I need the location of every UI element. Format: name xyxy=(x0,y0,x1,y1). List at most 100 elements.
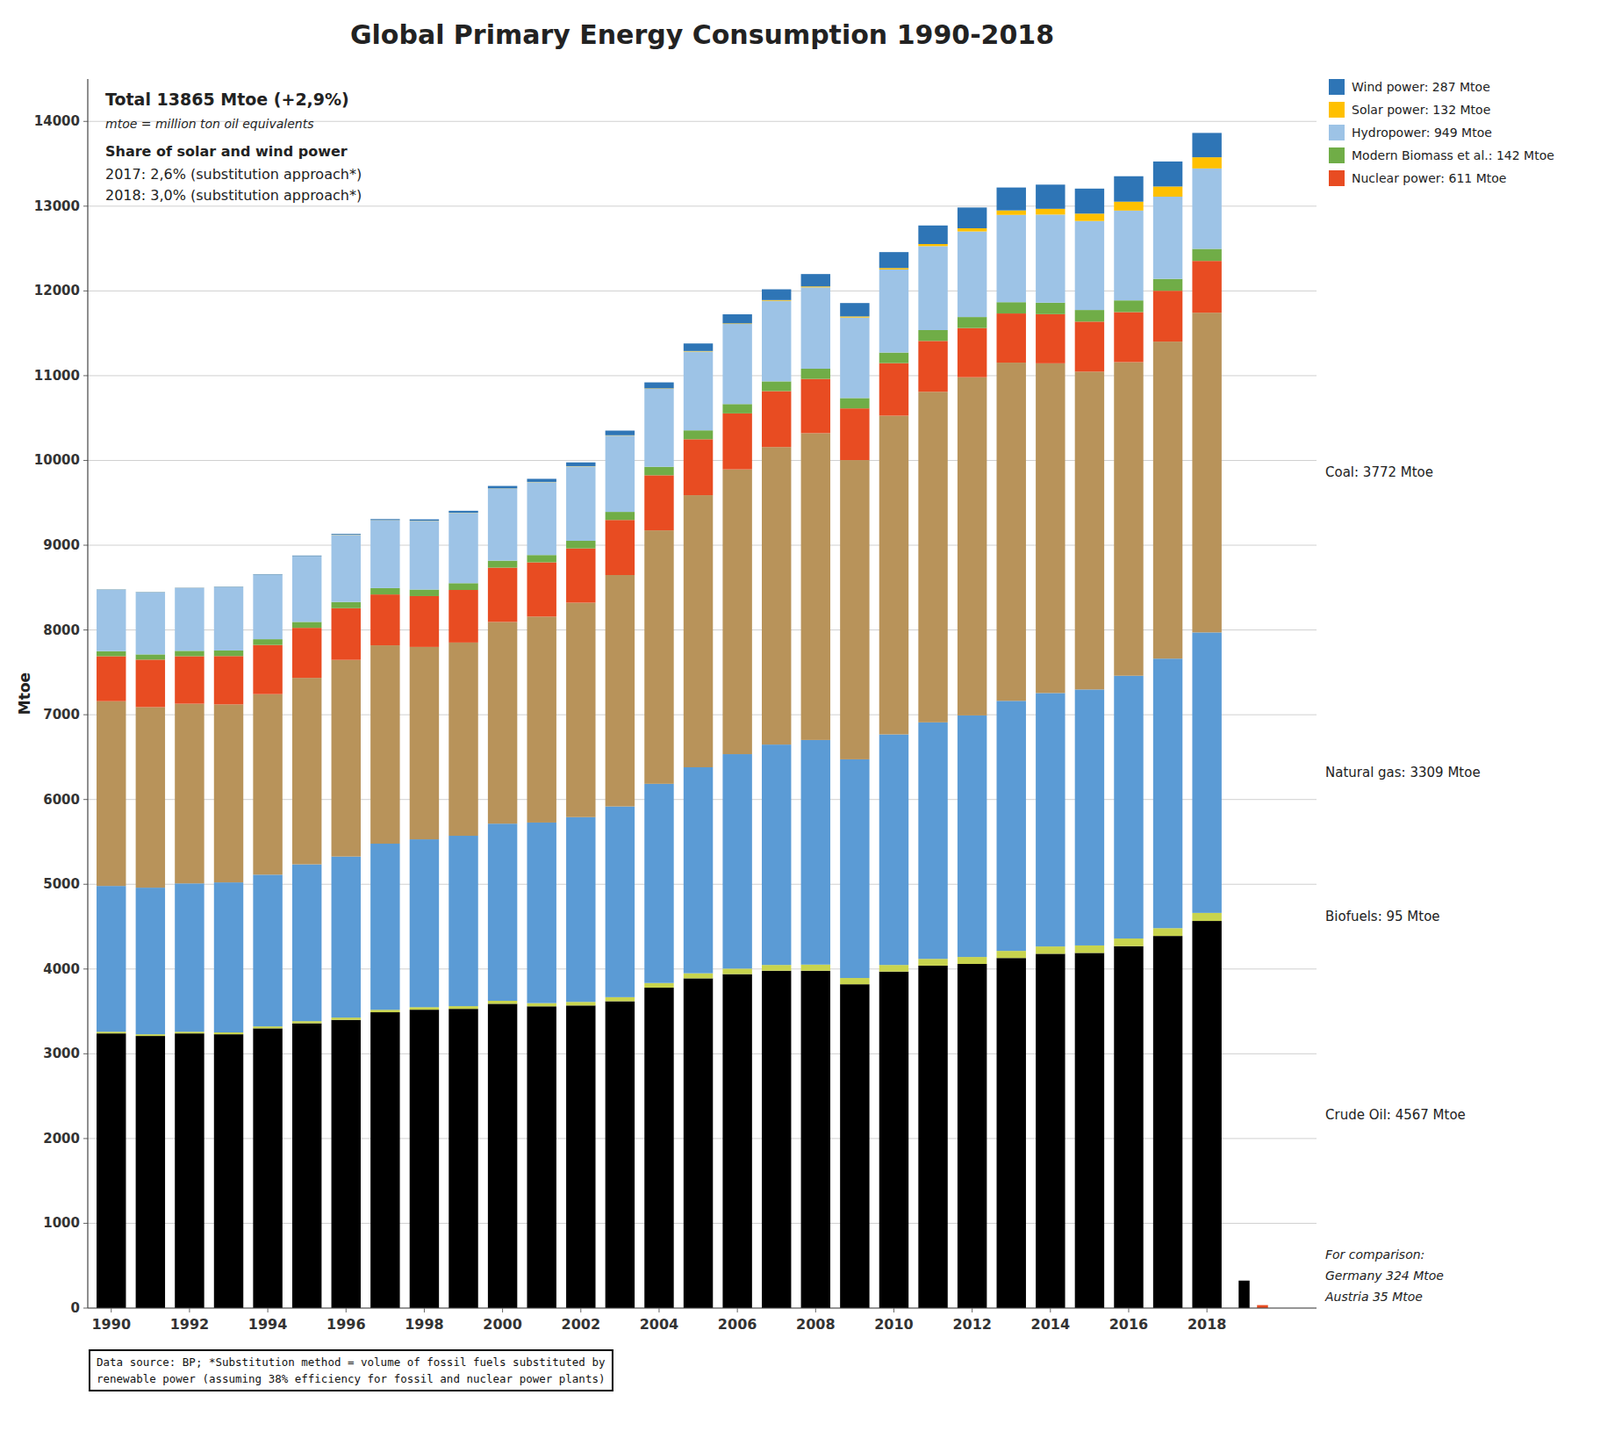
bar-segment xyxy=(957,715,987,957)
footnote-line: renewable power (assuming 38% efficiency… xyxy=(96,1371,605,1385)
bar-segment xyxy=(761,301,791,382)
bar-segment xyxy=(252,573,282,575)
y-tick-label: 5000 xyxy=(43,875,80,892)
bar-segment xyxy=(801,432,831,740)
x-tick-label: 1990 xyxy=(91,1315,131,1333)
bar-segment xyxy=(292,627,322,678)
bar-segment xyxy=(1075,309,1105,322)
annotation: 2017: 2,6% (substitution approach*) xyxy=(105,165,362,183)
y-tick-label: 11000 xyxy=(34,367,80,384)
bar-segment xyxy=(801,273,831,287)
bar-segment xyxy=(644,474,674,531)
bar-segment xyxy=(957,377,987,716)
bar-segment xyxy=(918,243,948,246)
bar-segment xyxy=(801,286,831,287)
y-tick xyxy=(83,714,88,716)
bar-segment xyxy=(801,368,831,380)
x-ticks: 1990199219941996199820002002200420062008… xyxy=(91,1307,1227,1333)
bar-segment xyxy=(370,645,400,844)
x-tick xyxy=(110,1307,112,1313)
bar-segment xyxy=(683,977,713,1308)
comparison-label: Austria 35 Mtoe xyxy=(1324,1289,1423,1304)
bar-segment xyxy=(683,973,713,979)
bar-segment xyxy=(370,520,400,589)
bar-segment xyxy=(839,977,869,984)
y-tick-label: 0 xyxy=(71,1299,80,1316)
annotation: Total 13865 Mtoe (+2,9%) xyxy=(105,89,350,109)
bar-segment xyxy=(1153,935,1183,1308)
y-tick-label: 13000 xyxy=(34,198,80,215)
bar-segment xyxy=(448,589,478,643)
bar-segment xyxy=(1075,221,1105,310)
x-tick-label: 2006 xyxy=(717,1315,758,1333)
series-label: Biofuels: 95 Mtoe xyxy=(1325,908,1441,925)
bar-segment xyxy=(722,413,752,470)
legend-label: Solar power: 132 Mtoe xyxy=(1351,102,1491,117)
bar-segment xyxy=(879,352,909,364)
bar-segment xyxy=(1035,208,1065,216)
x-tick-label: 2000 xyxy=(482,1315,523,1333)
bar-segment xyxy=(214,703,244,883)
bar-segment xyxy=(918,330,948,341)
bar-segment xyxy=(1153,186,1183,197)
bar-segment xyxy=(96,1031,126,1034)
bar-segment xyxy=(566,540,596,549)
bar-segment xyxy=(331,534,361,602)
bar-segment xyxy=(1191,912,1221,921)
bar-segment xyxy=(1113,201,1143,211)
bar-segment xyxy=(96,885,126,1032)
bar-segment xyxy=(487,823,517,1001)
y-tick xyxy=(83,1222,88,1224)
bar-segment xyxy=(1113,946,1143,1308)
bar-segment xyxy=(605,997,635,1002)
bar-segment xyxy=(1035,184,1065,209)
legend: Wind power: 287 MtoeSolar power: 132 Mto… xyxy=(1328,78,1555,187)
bar-segment xyxy=(722,974,752,1308)
y-tick xyxy=(83,629,88,631)
bar-segment xyxy=(879,267,909,270)
x-tick xyxy=(1049,1307,1051,1313)
bar-segment xyxy=(292,677,322,864)
bar-segment xyxy=(918,225,948,244)
bar-segment xyxy=(1075,188,1105,214)
comparison-label: For comparison: xyxy=(1325,1247,1425,1262)
bar-segment xyxy=(214,655,244,704)
bar-segment xyxy=(605,430,635,435)
bar-segment xyxy=(839,459,869,760)
bar-segment xyxy=(1191,132,1221,158)
bar-segment xyxy=(683,767,713,974)
y-tick xyxy=(83,374,88,376)
y-tick xyxy=(83,1053,88,1055)
bar-segment xyxy=(136,653,166,660)
bar-segment xyxy=(174,587,204,589)
x-tick-label: 1996 xyxy=(326,1315,366,1333)
grid-line xyxy=(87,1307,1317,1309)
bar-segment xyxy=(370,519,400,521)
bar-segment xyxy=(487,1003,517,1308)
bar-segment xyxy=(644,982,674,988)
bar-segment xyxy=(136,591,166,654)
x-tick xyxy=(580,1307,582,1313)
bar-segment xyxy=(722,314,752,323)
bar-segment xyxy=(292,621,322,628)
bar-segment xyxy=(644,382,674,389)
bar-segment xyxy=(292,556,322,623)
bar-segment xyxy=(839,315,869,317)
bar-segment xyxy=(644,987,674,1308)
bar-segment xyxy=(605,1000,635,1308)
bar-segment xyxy=(331,533,361,536)
series-label: Coal: 3772 Mtoe xyxy=(1325,464,1434,481)
legend-swatch xyxy=(1328,170,1345,187)
bar-segment xyxy=(174,588,204,651)
x-tick xyxy=(893,1307,895,1313)
x-tick-label: 2004 xyxy=(639,1315,680,1333)
bar-segment xyxy=(96,701,126,886)
bar-segment xyxy=(331,1019,361,1308)
y-tick-label: 8000 xyxy=(43,622,80,639)
bar-segment xyxy=(174,650,204,656)
bar-segment xyxy=(1191,920,1221,1308)
bar-segment xyxy=(370,843,400,1010)
bar-segment xyxy=(879,416,909,735)
bar-segment xyxy=(526,1003,556,1007)
bar-segment xyxy=(252,638,282,646)
